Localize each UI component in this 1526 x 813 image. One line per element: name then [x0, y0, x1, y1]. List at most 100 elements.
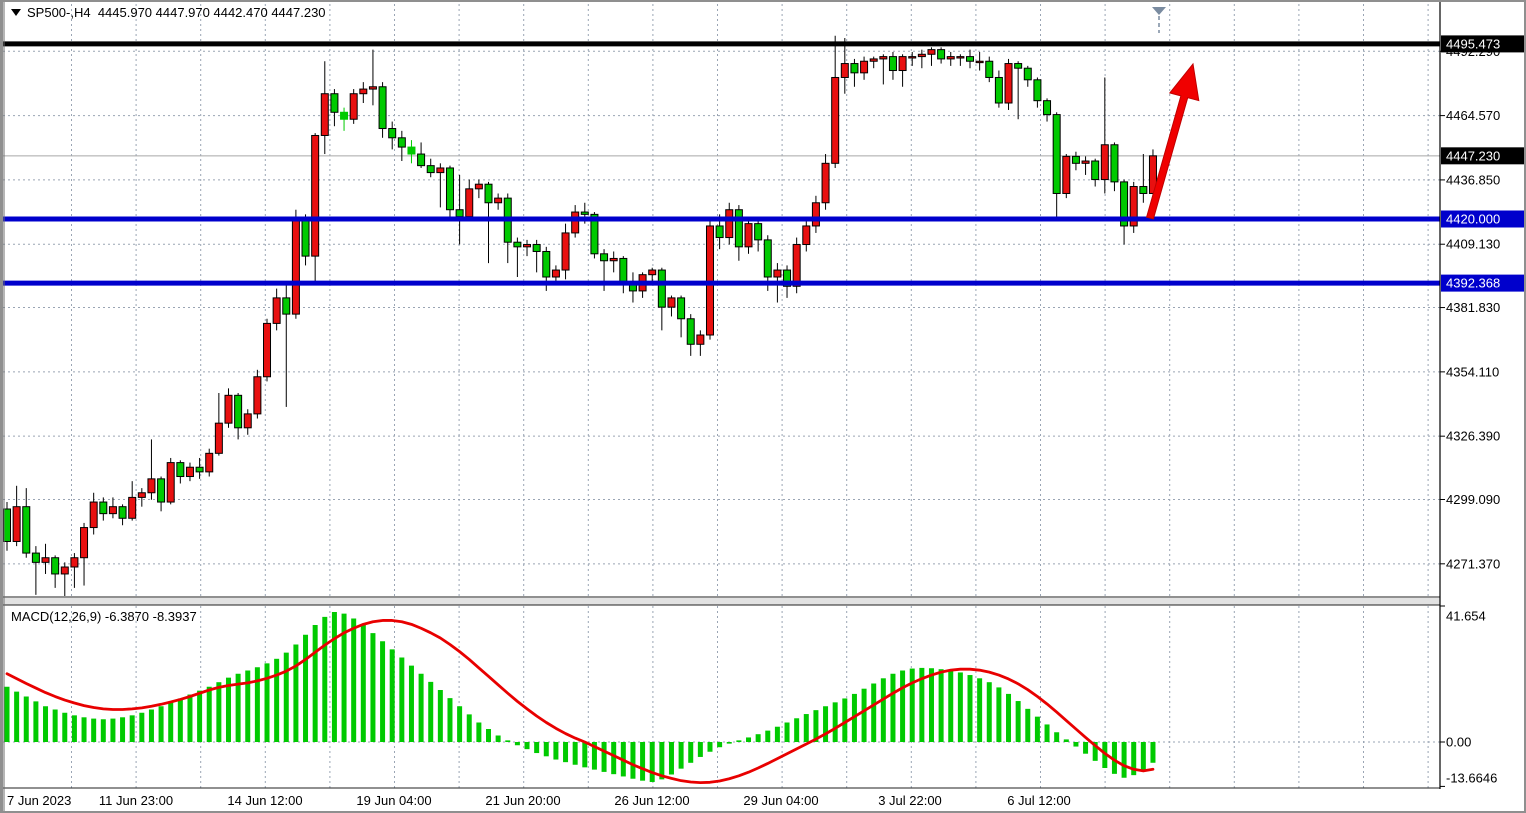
macd-histogram-bar [591, 742, 597, 770]
candle-bearish [657, 269, 666, 308]
macd-histogram-bar [774, 726, 780, 742]
macd-histogram-bar [977, 678, 983, 742]
macd-histogram-bar [736, 740, 742, 742]
candle-bearish [1091, 160, 1100, 181]
candle-bullish [860, 60, 869, 74]
macd-histogram-bar [52, 709, 58, 742]
macd-histogram-bar [476, 722, 482, 742]
time-axis-label[interactable]: 11 Jun 23:00 [99, 793, 173, 808]
macd-histogram-bar [640, 742, 646, 781]
macd-histogram-bar [1083, 742, 1089, 754]
candle-bearish [378, 86, 387, 130]
candle-bearish [686, 318, 695, 345]
chart-canvas[interactable]: 4492.2904464.5704436.8504409.1304381.830… [3, 2, 1524, 811]
candle-bullish [773, 269, 782, 278]
macd-histogram-bar [697, 742, 703, 757]
candle-bullish [349, 93, 358, 120]
candle-bearish [532, 244, 541, 252]
macd-histogram-bar [707, 742, 713, 752]
candle-bearish [426, 165, 435, 174]
candle-bullish [869, 58, 878, 62]
macd-histogram-bar [678, 742, 684, 769]
time-axis-label[interactable]: 19 Jun 04:00 [356, 793, 431, 808]
candle-bullish [320, 93, 329, 136]
macd-histogram-bar [611, 742, 617, 775]
macd-histogram-bar [139, 712, 145, 742]
candle-bearish [1043, 100, 1052, 116]
macd-histogram-bar [900, 670, 906, 742]
candle-bullish [811, 202, 820, 227]
macd-histogram-bar [919, 667, 925, 742]
candle-bullish [1100, 144, 1109, 181]
price-badge-black [1441, 35, 1524, 53]
macd-histogram-bar [563, 742, 569, 763]
macd-histogram-bar [341, 613, 347, 742]
macd-indicator-label: MACD(12,26,9) -6.3870 -8.3937 [11, 609, 197, 624]
time-axis-label[interactable]: 7 Jun 2023 [7, 793, 71, 808]
candle-bullish [494, 197, 503, 204]
price-axis-label: 4464.570 [1446, 108, 1500, 123]
macd-scale-label: -13.6646 [1446, 771, 1497, 786]
macd-histogram-bar [495, 735, 501, 742]
macd-histogram-bar [765, 730, 771, 742]
macd-histogram-bar [120, 717, 126, 742]
candle-bearish [99, 501, 108, 515]
macd-histogram-bar [168, 702, 174, 742]
pane-separator[interactable] [3, 598, 1440, 605]
macd-histogram-bar [254, 667, 260, 742]
price-badge-black [1441, 147, 1524, 165]
candle-bearish [340, 111, 349, 120]
candle-bullish [551, 269, 560, 278]
candle-bearish [22, 506, 31, 554]
macd-histogram-bar [890, 673, 896, 742]
macd-histogram-bar [418, 673, 424, 742]
candle-bearish [176, 462, 185, 478]
macd-scale-label: 0.00 [1446, 735, 1471, 750]
candle-bullish [667, 297, 676, 308]
macd-histogram-bar [1073, 742, 1079, 747]
macd-histogram-bar [235, 673, 241, 742]
symbol-dropdown-icon[interactable] [11, 9, 21, 16]
price-badge-blue [1441, 274, 1524, 292]
macd-histogram-bar [1044, 724, 1050, 742]
macd-histogram-bar [351, 618, 357, 742]
macd-histogram-bar [33, 701, 39, 742]
candle-bearish [783, 269, 792, 287]
trend-arrow[interactable] [1145, 62, 1200, 220]
candle-bearish [619, 257, 628, 283]
macd-histogram-bar [813, 710, 819, 742]
time-axis-label[interactable]: 14 Jun 12:00 [227, 793, 302, 808]
candle-bullish [523, 244, 532, 248]
candle-bullish [956, 56, 965, 59]
candle-bullish [821, 162, 830, 204]
time-axis-label[interactable]: 26 Jun 12:00 [614, 793, 689, 808]
candle-bullish [571, 211, 580, 234]
macd-histogram-bar [71, 715, 77, 742]
candle-bullish [831, 76, 840, 164]
macd-histogram-bar [938, 669, 944, 742]
candle-bullish [436, 167, 445, 174]
chart-shift-icon[interactable] [1152, 7, 1166, 15]
time-axis-label[interactable]: 21 Jun 20:00 [485, 793, 560, 808]
macd-histogram-bar [197, 690, 203, 742]
candle-bearish [850, 63, 859, 74]
time-axis-label[interactable]: 6 Jul 12:00 [1007, 793, 1071, 808]
macd-histogram-bar [572, 742, 578, 765]
candle-bullish [243, 413, 252, 429]
candle-bearish [195, 466, 204, 473]
price-badge-blue [1441, 210, 1524, 228]
candle-bearish [1023, 67, 1032, 81]
macd-histogram-bar [746, 737, 752, 742]
macd-histogram-bar [726, 742, 732, 744]
macd-histogram-bar [447, 698, 453, 742]
macd-histogram-bar [225, 677, 231, 742]
macd-histogram-bar [466, 714, 472, 742]
macd-histogram-bar [264, 663, 270, 742]
candle-bullish [214, 422, 223, 454]
candle-bullish [609, 257, 618, 262]
time-axis-label[interactable]: 3 Jul 22:00 [878, 793, 942, 808]
macd-histogram-bar [1006, 693, 1012, 742]
time-axis-label[interactable]: 29 Jun 04:00 [743, 793, 818, 808]
macd-histogram-bar [1063, 739, 1069, 742]
